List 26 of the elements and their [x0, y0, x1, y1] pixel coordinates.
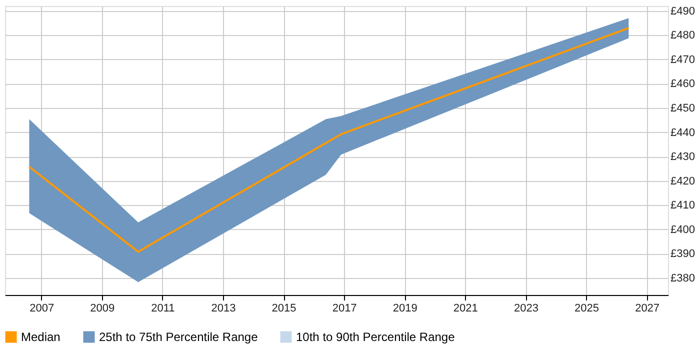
y-tick-label: £410 [670, 200, 695, 212]
x-tick-label: 2015 [272, 302, 296, 314]
y-tick-label: £440 [670, 126, 695, 139]
x-tick-label: 2017 [332, 302, 357, 314]
x-tick-label: 2025 [574, 302, 599, 314]
x-tick-label: 2013 [211, 302, 236, 314]
y-tick-label: £480 [670, 30, 695, 42]
legend-label: 25th to 75th Percentile Range [99, 330, 258, 344]
y-tick-label: £400 [670, 224, 695, 236]
x-tick-label: 2009 [90, 302, 115, 314]
y-tick-label: £460 [670, 78, 695, 90]
y-tick-label: £470 [670, 54, 695, 66]
legend-label: Median [21, 330, 60, 344]
y-tick-label: £420 [670, 175, 695, 188]
x-tick-label: 2021 [453, 302, 478, 314]
y-tick-label: £380 [670, 272, 695, 284]
y-tick-label: £450 [670, 102, 695, 114]
legend-label: 10th to 90th Percentile Range [296, 330, 456, 344]
x-tick-label: 2019 [392, 302, 418, 314]
x-tick-label: 2007 [30, 302, 54, 314]
x-tick-label: 2011 [151, 302, 175, 314]
y-tick-label: £490 [670, 5, 695, 18]
y-tick-label: £430 [670, 151, 695, 164]
x-tick-label: 2027 [635, 302, 660, 314]
y-tick-label: £390 [670, 248, 695, 260]
x-tick-label: 2023 [514, 302, 538, 314]
